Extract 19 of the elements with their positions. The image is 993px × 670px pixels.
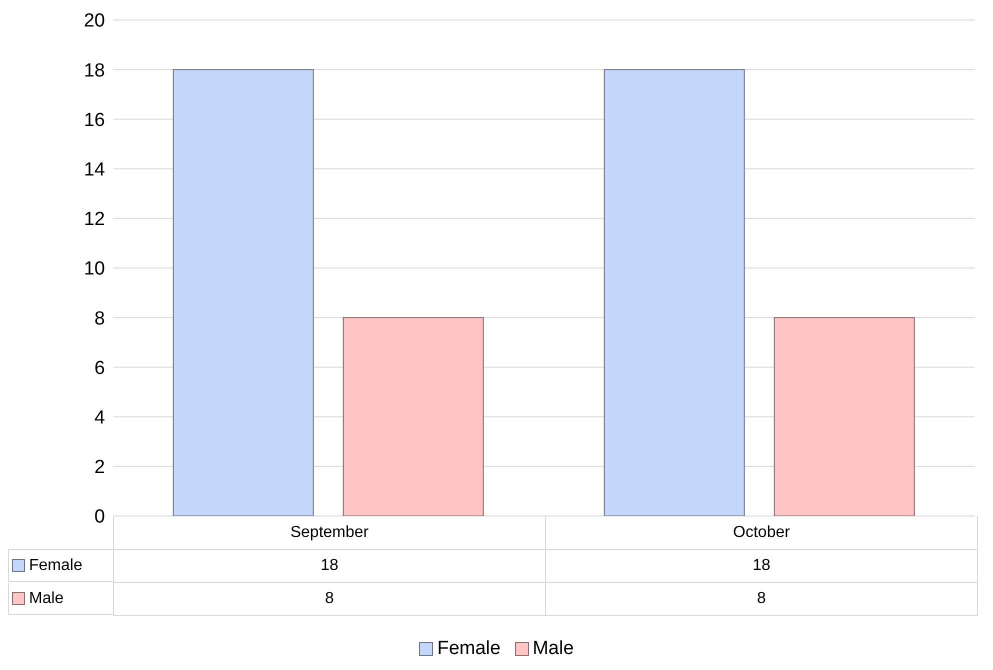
y-tick-label: 2 [94,457,105,478]
legend-label: Male [532,638,574,660]
x-tick-label: September [113,516,545,550]
x-tick-label: October [545,516,978,550]
y-tick-label: 16 [84,110,105,131]
legend-label: Female [8,550,113,582]
y-tick-label: 0 [94,506,105,528]
y-tick-label: 12 [84,209,105,230]
text: Male [29,590,64,606]
y-tick-label: 6 [94,358,105,379]
y-tick-label: 18 [84,60,105,82]
y-tick-label: 14 [84,160,106,181]
y-tick-label: 20 [84,10,105,32]
y-tick-label: 10 [84,258,105,280]
data-label: 18 [545,550,978,583]
y-tick-label: 4 [94,408,106,429]
data-label: 8 [545,583,978,616]
text: Female [437,638,501,659]
y-tick-label: 8 [94,308,105,330]
